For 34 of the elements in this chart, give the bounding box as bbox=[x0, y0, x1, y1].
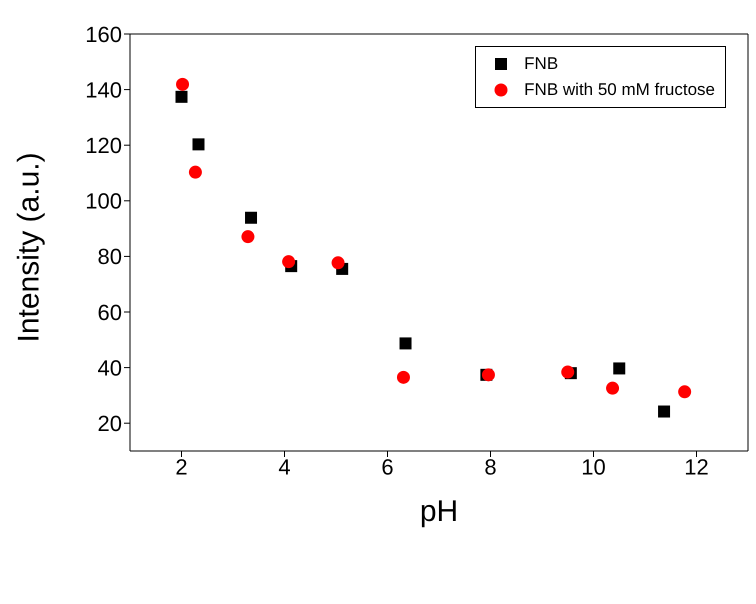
point bbox=[613, 362, 626, 374]
x-tick-label: 4 bbox=[278, 454, 291, 480]
y-tick-label: 80 bbox=[98, 244, 122, 270]
point bbox=[561, 366, 574, 379]
point bbox=[396, 370, 410, 384]
y-axis-title: Intensity (a.u.) bbox=[12, 152, 46, 342]
legend-label: FNB with 50 mM fructose bbox=[524, 79, 715, 101]
point bbox=[192, 138, 204, 150]
point bbox=[332, 256, 345, 270]
x-axis-title: pH bbox=[420, 495, 458, 528]
point bbox=[176, 90, 188, 103]
point bbox=[188, 166, 202, 179]
point bbox=[176, 78, 190, 91]
y-tick-label: 160 bbox=[85, 22, 122, 47]
legend-label: FNB bbox=[524, 53, 558, 75]
point bbox=[241, 230, 254, 244]
y-tick-label: 40 bbox=[98, 355, 122, 380]
point bbox=[482, 368, 495, 382]
x-tick-label: 8 bbox=[484, 454, 497, 480]
point bbox=[678, 385, 692, 398]
y-tick-label: 140 bbox=[85, 77, 122, 102]
x-tick-label: 2 bbox=[175, 454, 188, 480]
point bbox=[282, 255, 296, 268]
point bbox=[658, 406, 670, 418]
y-tick-label: 120 bbox=[85, 133, 122, 158]
point bbox=[245, 212, 258, 224]
x-tick-label: 12 bbox=[684, 454, 709, 480]
point bbox=[606, 382, 620, 395]
point bbox=[400, 337, 412, 350]
y-tick-label: 20 bbox=[98, 411, 122, 436]
y-tick-label: 60 bbox=[98, 300, 122, 325]
y-tick-label: 100 bbox=[85, 188, 122, 214]
x-tick-label: 6 bbox=[381, 454, 394, 480]
x-tick-label: 10 bbox=[581, 454, 606, 480]
